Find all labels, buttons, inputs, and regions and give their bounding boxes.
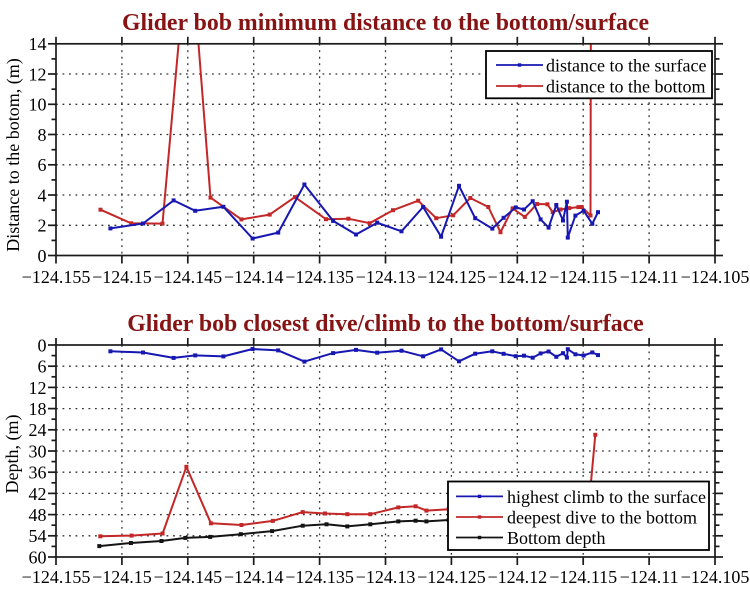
svg-text:0: 0 bbox=[38, 246, 47, 266]
svg-text:10: 10 bbox=[29, 95, 47, 115]
svg-text:−124.15: −124.15 bbox=[92, 267, 152, 287]
svg-text:30: 30 bbox=[29, 441, 47, 461]
svg-text:54: 54 bbox=[29, 526, 47, 546]
svg-text:−124.11: −124.11 bbox=[620, 567, 679, 584]
svg-text:Glider bob closest dive/climb: Glider bob closest dive/climb to the bot… bbox=[127, 311, 643, 337]
svg-text:6: 6 bbox=[38, 357, 47, 377]
svg-text:12: 12 bbox=[29, 64, 47, 84]
svg-text:distance to the surface: distance to the surface bbox=[546, 55, 706, 75]
svg-text:Glider bob minimum distance to: Glider bob minimum distance to the botto… bbox=[122, 10, 649, 36]
svg-text:42: 42 bbox=[29, 484, 47, 504]
svg-text:14: 14 bbox=[29, 34, 47, 54]
svg-text:48: 48 bbox=[29, 505, 47, 525]
svg-text:−124.13: −124.13 bbox=[356, 567, 416, 584]
svg-text:−124.125: −124.125 bbox=[417, 567, 486, 584]
svg-text:Distance to the botom, (m): Distance to the botom, (m) bbox=[3, 58, 24, 251]
svg-text:6: 6 bbox=[38, 155, 47, 175]
svg-text:−124.11: −124.11 bbox=[620, 267, 679, 287]
svg-text:−124.14: −124.14 bbox=[224, 567, 284, 584]
svg-text:18: 18 bbox=[29, 399, 47, 419]
svg-text:−124.155: −124.155 bbox=[22, 567, 91, 584]
svg-text:highest climb to the surface: highest climb to the surface bbox=[507, 487, 706, 507]
svg-text:36: 36 bbox=[29, 463, 47, 483]
svg-text:−124.115: −124.115 bbox=[549, 267, 617, 287]
svg-text:−124.135: −124.135 bbox=[285, 267, 354, 287]
svg-text:distance to the bottom: distance to the bottom bbox=[546, 76, 705, 96]
svg-text:−124.14: −124.14 bbox=[224, 267, 284, 287]
svg-text:−124.115: −124.115 bbox=[549, 567, 617, 584]
svg-text:−124.145: −124.145 bbox=[153, 267, 222, 287]
svg-text:−124.105: −124.105 bbox=[681, 267, 750, 287]
svg-text:Depth, (m): Depth, (m) bbox=[2, 415, 23, 494]
svg-text:8: 8 bbox=[38, 125, 47, 145]
svg-text:−124.135: −124.135 bbox=[285, 567, 354, 584]
svg-text:−124.15: −124.15 bbox=[92, 567, 152, 584]
svg-text:−124.12: −124.12 bbox=[487, 567, 547, 584]
svg-text:−124.125: −124.125 bbox=[417, 267, 486, 287]
svg-text:4: 4 bbox=[38, 185, 47, 205]
svg-text:−124.155: −124.155 bbox=[22, 267, 91, 287]
svg-text:Bottom depth: Bottom depth bbox=[507, 528, 606, 548]
svg-text:−124.105: −124.105 bbox=[681, 567, 750, 584]
svg-text:2: 2 bbox=[38, 216, 47, 236]
svg-text:deepest dive to the bottom: deepest dive to the bottom bbox=[507, 507, 697, 527]
svg-text:12: 12 bbox=[29, 378, 47, 398]
svg-text:60: 60 bbox=[29, 547, 47, 567]
svg-text:−124.145: −124.145 bbox=[153, 567, 222, 584]
svg-text:−124.13: −124.13 bbox=[356, 267, 416, 287]
svg-text:0: 0 bbox=[38, 335, 47, 355]
svg-text:−124.12: −124.12 bbox=[487, 267, 547, 287]
svg-text:24: 24 bbox=[29, 420, 47, 440]
